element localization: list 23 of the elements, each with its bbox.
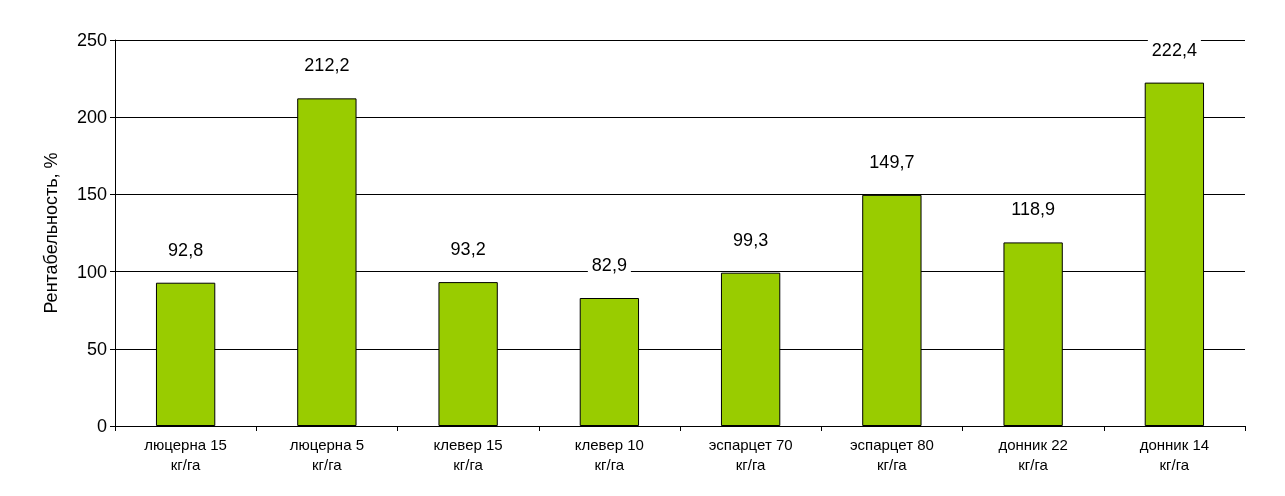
data-label: 149,7	[869, 151, 915, 172]
x-tick-label: эспарцет 70 кг/га	[708, 435, 793, 473]
y-tick-label: 150	[76, 184, 107, 205]
y-tick-label: 200	[76, 107, 107, 128]
x-tick-label: люцерна 5 кг/га	[289, 435, 364, 473]
y-axis-title: Рентабельность, %	[41, 152, 61, 314]
data-label: 82,9	[591, 255, 627, 275]
y-tick-label: 250	[76, 30, 107, 50]
x-tick-label: донник 22 кг/га	[998, 435, 1068, 473]
x-tick-label: клевер 15 кг/га	[433, 435, 503, 473]
x-tick-label: клевер 10 кг/га	[574, 435, 644, 473]
x-tick-label: донник 14 кг/га	[1139, 435, 1210, 473]
data-label: 93,2	[450, 239, 486, 260]
data-label: 99,3	[733, 229, 769, 250]
y-tick-label: 0	[96, 416, 107, 436]
data-label: 212,2	[304, 55, 350, 76]
y-tick-label: 100	[76, 261, 107, 282]
y-tick-label: 50	[86, 338, 107, 359]
data-label: 222,4	[1151, 39, 1197, 60]
x-tick-label: люцерна 15 кг/га	[144, 435, 227, 473]
x-tick-label: эспарцет 80 кг/га	[849, 435, 934, 473]
data-label: 118,9	[1011, 199, 1055, 220]
data-label: 92,8	[168, 239, 204, 260]
